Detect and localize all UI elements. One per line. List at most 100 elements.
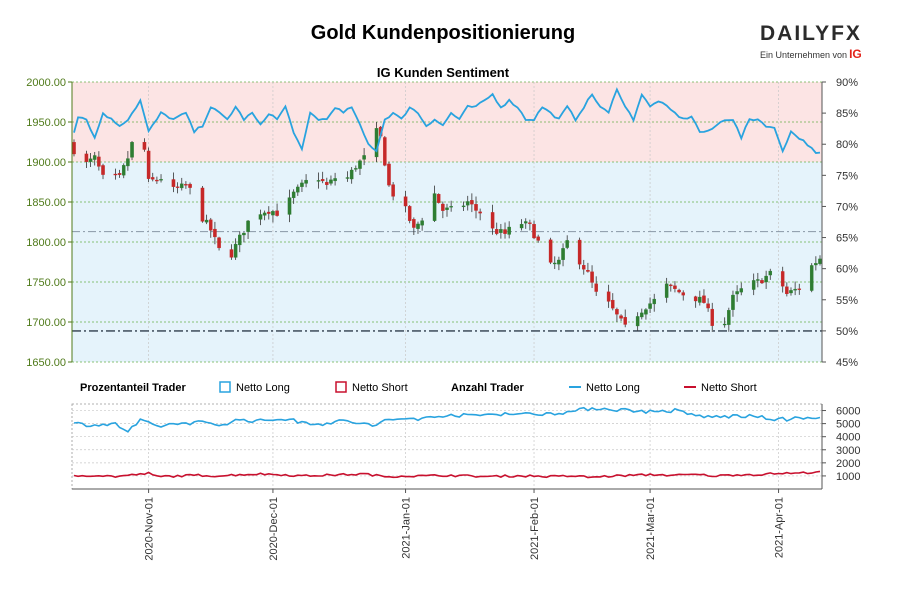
candle-body-76 [387,163,391,186]
count-short-line [73,470,821,479]
candle-body-46 [262,212,267,216]
price-tick-label-7: 2000.00 [26,77,66,89]
candle-day-137 [640,308,644,320]
candle-day-101 [490,204,495,235]
candle-body-125 [590,271,594,283]
candle-body-167 [764,275,768,283]
candle-day-161 [739,282,744,296]
candle-body-96 [470,200,474,205]
price-tick-label-5: 1900.00 [26,157,66,169]
candle-day-130 [611,293,615,311]
candle-body-18 [146,150,151,179]
candle-body-154 [710,308,714,326]
candle-day-75 [383,136,387,167]
candle-body-118 [561,248,565,260]
candle-body-55 [300,182,304,187]
candle-body-110 [528,222,532,224]
date-tick-label-5: 2021-Apr-01 [774,497,786,558]
candle-body-77 [391,184,395,197]
candle-day-146 [677,288,681,294]
candle-day-52 [287,189,292,223]
candle-body-161 [739,288,744,293]
percent-tick-label-4: 65% [836,233,858,245]
candle-day-109 [523,218,528,229]
date-axis: 2020-Nov-01 2020-Dec-01 2021-Jan-01 2021-Fe… [72,488,822,561]
ig-brand-icon: IG [849,47,862,61]
percent-tick-label-6: 75% [836,170,858,182]
percent-tick-label-9: 90% [836,77,858,89]
candle-body-173 [789,290,793,294]
candle-body-38 [229,249,234,258]
candle-day-118 [561,243,565,267]
price-axis: 1650.00 1700.00 1750.00 1800.00 1850.00 1900.… [26,77,73,369]
candle-body-180 [818,258,822,264]
candle-body-136 [635,316,640,327]
candle-day-19 [150,172,155,182]
candle-body-25 [175,186,180,188]
candle-day-28 [188,182,192,195]
candle-body-139 [648,303,652,309]
candle-day-20 [155,176,159,184]
candle-day-27 [184,181,188,189]
candle-day-53 [291,189,296,204]
percent-axis: 45% 50% 55% 60% 65% 70% 75% 80% 85% 90% [821,77,858,369]
candle-body-152 [702,295,706,303]
candle-body-63 [333,178,337,182]
candle-body-81 [407,206,412,221]
candle-body-178 [809,265,814,291]
candle-body-111 [532,224,536,239]
candle-body-90 [445,207,449,210]
candle-day-145 [673,281,677,293]
candle-body-133 [623,317,627,325]
candle-day-123 [582,259,586,275]
candle-day-160 [735,285,739,302]
percent-tick-label-7: 80% [836,139,858,151]
candle-body-175 [797,288,802,290]
candle-body-19 [150,177,155,180]
candle-day-69 [358,159,362,175]
candle-day-96 [470,193,474,213]
candle-day-7 [101,163,105,180]
candle-day-33 [209,217,213,238]
candle-body-95 [465,201,470,206]
candle-body-40 [238,234,242,246]
candle-day-34 [213,221,217,245]
candle-body-126 [594,283,598,292]
legend-percent-long: Netto Long [236,382,290,394]
candle-day-77 [391,182,395,201]
candle-body-31 [200,187,205,222]
candle-day-125 [590,265,594,289]
candle-body-130 [611,299,615,309]
candle-day-143 [664,277,669,303]
candle-day-166 [760,278,764,284]
candle-body-13 [126,158,130,167]
count-gridlines [72,404,822,489]
candle-body-109 [523,221,528,224]
candle-day-175 [797,283,802,295]
candle-body-140 [652,298,656,305]
candle-body-68 [354,168,358,170]
legend-count-short: Netto Short [701,382,757,394]
price-zone-lower [72,162,822,362]
candle-body-123 [582,265,586,270]
candle-day-63 [333,172,337,186]
candle-day-122 [577,237,582,270]
candle-day-3 [84,150,89,168]
candle-day-95 [465,195,470,211]
candle-day-55 [300,179,304,193]
candle-day-14 [130,140,134,161]
candle-body-80 [403,196,408,207]
candle-body-91 [449,206,453,208]
count-tick-label-4: 5000 [836,419,860,431]
candle-body-174 [793,288,797,291]
candle-body-158 [727,310,731,325]
candle-body-168 [768,270,773,276]
candle-day-179 [814,256,818,271]
candle-day-164 [751,273,756,296]
price-tick-label-6: 1950.00 [26,117,66,129]
candle-body-70 [362,155,366,160]
candle-day-110 [528,219,532,231]
candle-day-24 [171,172,176,193]
candle-body-10 [113,173,118,176]
